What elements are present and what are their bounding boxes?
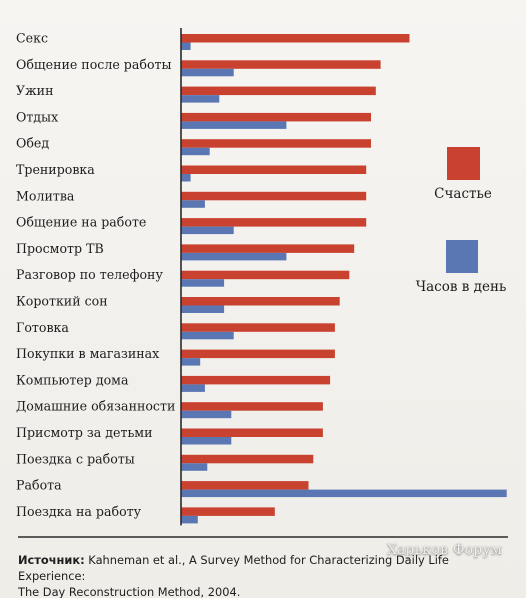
bar-hours — [181, 463, 208, 471]
bar-happiness — [181, 34, 410, 43]
bar-happiness — [181, 86, 376, 96]
category-label: Компьютер дома — [16, 372, 129, 387]
category-label: Присмотр за детьми — [16, 425, 153, 440]
category-label: Общение после работы — [16, 57, 172, 72]
bar-hours — [181, 515, 198, 524]
category-label: Работа — [16, 478, 62, 493]
bar-hours — [181, 331, 234, 340]
bar-hours — [181, 95, 220, 103]
bar-hours — [181, 279, 225, 287]
bar-hours — [181, 305, 225, 313]
legend-label-hours: Часов в день — [416, 279, 507, 295]
bar-happiness — [181, 428, 323, 437]
legend-swatch-happiness — [447, 147, 480, 180]
bar-hours — [181, 489, 507, 498]
category-label: Готовка — [16, 320, 69, 335]
bar-hours — [181, 358, 201, 366]
source-note: Источник: Kahneman et al., A Survey Meth… — [18, 552, 508, 598]
category-label: Обед — [16, 136, 49, 151]
source-label: Источник: — [18, 553, 85, 567]
bar-hours — [181, 384, 205, 392]
bar-hours — [181, 437, 232, 445]
bar-happiness — [181, 60, 381, 69]
bar-happiness — [181, 375, 331, 385]
category-label: Короткий сон — [16, 294, 108, 309]
bar-hours — [181, 410, 232, 419]
category-label: Покупки в магазинах — [16, 346, 159, 361]
bar-happiness — [181, 349, 335, 359]
bar-happiness — [181, 297, 340, 306]
category-label: Домашние обязанности — [16, 399, 175, 414]
bar-happiness — [181, 270, 350, 280]
bar-hours — [181, 226, 234, 235]
category-label: Тренировка — [16, 162, 95, 177]
category-label: Ужин — [16, 83, 53, 98]
category-label: Разговор по телефону — [16, 267, 163, 282]
bar-hours — [181, 42, 191, 50]
bar-chart: Секс Общение после работы Ужин Отдых Обед Тре… — [16, 28, 508, 538]
bar-hours — [181, 121, 287, 129]
category-label: Молитва — [16, 188, 75, 203]
bar-happiness — [181, 218, 367, 227]
bar-happiness — [181, 139, 371, 148]
bar-hours — [181, 68, 234, 77]
category-label: Поездка на работу — [16, 504, 142, 519]
bar-happiness — [181, 165, 367, 174]
bar-hours — [181, 252, 287, 261]
bar-happiness — [181, 402, 323, 411]
source-line-1: Kahneman et al., A Survey Method for Cha… — [18, 553, 449, 583]
bar-hours — [181, 200, 205, 208]
bar-happiness — [181, 323, 335, 332]
bar-happiness — [181, 112, 371, 122]
source-line-2: The Day Reconstruction Method, 2004. — [18, 585, 241, 598]
legend-swatch-hours — [446, 240, 478, 273]
bar-happiness — [181, 481, 309, 490]
bar-happiness — [181, 454, 314, 464]
bar-hours — [181, 147, 210, 156]
category-label: Поездка с работы — [16, 451, 135, 466]
category-label: Общение на работе — [16, 215, 146, 230]
category-label: Просмотр ТВ — [16, 241, 104, 256]
category-label: Отдых — [16, 109, 58, 124]
legend-label-happiness: Счастье — [434, 186, 492, 202]
bar-happiness — [181, 244, 355, 253]
bar-happiness — [181, 191, 367, 201]
watermark-text: Харьков Форум — [386, 542, 502, 558]
category-label: Секс — [16, 31, 48, 46]
bar-happiness — [181, 507, 275, 516]
bar-hours — [181, 174, 191, 182]
